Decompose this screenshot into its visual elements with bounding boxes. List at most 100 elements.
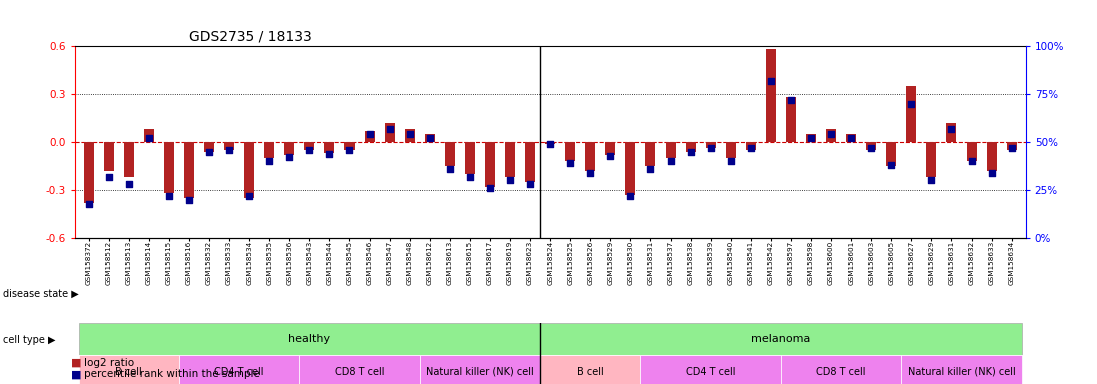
Bar xyxy=(540,355,641,384)
Point xyxy=(260,158,278,164)
Point xyxy=(301,147,318,153)
Point xyxy=(722,158,739,164)
Text: log2 ratio: log2 ratio xyxy=(84,358,135,368)
Point xyxy=(823,131,840,137)
Bar xyxy=(465,142,475,174)
Text: B cell: B cell xyxy=(115,366,143,377)
Point xyxy=(281,154,298,161)
Bar xyxy=(625,142,635,195)
Bar xyxy=(79,355,179,384)
Bar xyxy=(364,131,374,142)
Point xyxy=(903,101,920,107)
Point xyxy=(361,131,378,137)
Bar xyxy=(906,86,916,142)
Bar xyxy=(645,142,656,166)
Point xyxy=(482,185,499,191)
Bar xyxy=(425,134,434,142)
Bar xyxy=(586,142,596,171)
Text: melanoma: melanoma xyxy=(751,334,811,344)
Point xyxy=(320,151,338,157)
Point xyxy=(963,158,981,164)
Bar xyxy=(405,129,415,142)
Point xyxy=(461,174,478,180)
Bar xyxy=(284,142,294,155)
Point xyxy=(642,166,659,172)
Text: healthy: healthy xyxy=(289,334,330,344)
Bar xyxy=(726,142,736,158)
Point xyxy=(160,193,178,199)
Text: ■: ■ xyxy=(71,358,82,368)
Point xyxy=(421,135,439,141)
Point xyxy=(682,149,700,155)
Bar xyxy=(705,142,715,149)
Point xyxy=(441,166,459,172)
Bar xyxy=(641,355,781,384)
Bar xyxy=(444,142,455,166)
Text: Natural killer (NK) cell: Natural killer (NK) cell xyxy=(426,366,534,377)
Bar xyxy=(505,142,514,177)
Bar xyxy=(846,134,856,142)
Bar xyxy=(806,134,816,142)
Bar xyxy=(104,142,114,171)
Bar xyxy=(79,323,540,355)
Bar xyxy=(666,142,676,158)
Bar xyxy=(179,355,299,384)
Text: CD8 T cell: CD8 T cell xyxy=(335,366,384,377)
Bar xyxy=(485,142,495,187)
Bar xyxy=(540,323,1021,355)
Bar xyxy=(947,123,957,142)
Point xyxy=(842,135,860,141)
Text: CD8 T cell: CD8 T cell xyxy=(816,366,866,377)
Point xyxy=(562,160,579,166)
Point xyxy=(501,177,519,184)
Text: cell type ▶: cell type ▶ xyxy=(3,335,56,345)
Point xyxy=(521,181,539,187)
Bar xyxy=(224,142,234,150)
Point xyxy=(140,135,158,141)
Bar xyxy=(304,142,315,150)
Bar xyxy=(1007,142,1017,150)
Point xyxy=(742,145,759,151)
Text: percentile rank within the sample: percentile rank within the sample xyxy=(84,369,260,379)
Text: GDS2735 / 18133: GDS2735 / 18133 xyxy=(189,30,312,43)
Point xyxy=(923,177,940,184)
Bar xyxy=(986,142,996,171)
Point xyxy=(1003,145,1020,151)
Bar xyxy=(344,142,354,150)
Point xyxy=(381,126,398,132)
Point xyxy=(100,174,117,180)
Bar xyxy=(83,142,93,203)
Point xyxy=(80,200,98,207)
Point xyxy=(400,131,418,137)
Point xyxy=(542,141,559,147)
Bar xyxy=(325,142,335,153)
Point xyxy=(622,193,640,199)
Bar xyxy=(385,123,395,142)
Bar xyxy=(606,142,615,155)
Bar xyxy=(926,142,937,177)
Point xyxy=(983,170,1000,176)
Bar xyxy=(144,129,154,142)
Bar xyxy=(886,142,896,166)
Bar xyxy=(545,142,555,144)
Bar xyxy=(420,355,540,384)
Text: CD4 T cell: CD4 T cell xyxy=(686,366,735,377)
Bar xyxy=(966,142,976,161)
Bar xyxy=(245,142,255,198)
Bar xyxy=(746,142,756,150)
Point xyxy=(882,162,900,168)
Point xyxy=(120,181,137,187)
Point xyxy=(601,152,619,159)
Bar xyxy=(766,49,776,142)
Point xyxy=(201,149,218,155)
Text: Natural killer (NK) cell: Natural killer (NK) cell xyxy=(907,366,1016,377)
Point xyxy=(762,78,780,84)
Text: CD4 T cell: CD4 T cell xyxy=(214,366,264,377)
Bar xyxy=(163,142,174,193)
Text: ■: ■ xyxy=(71,369,82,379)
Bar xyxy=(184,142,194,198)
Bar xyxy=(781,355,902,384)
Bar xyxy=(785,97,796,142)
Bar xyxy=(902,355,1021,384)
Bar xyxy=(525,142,535,182)
